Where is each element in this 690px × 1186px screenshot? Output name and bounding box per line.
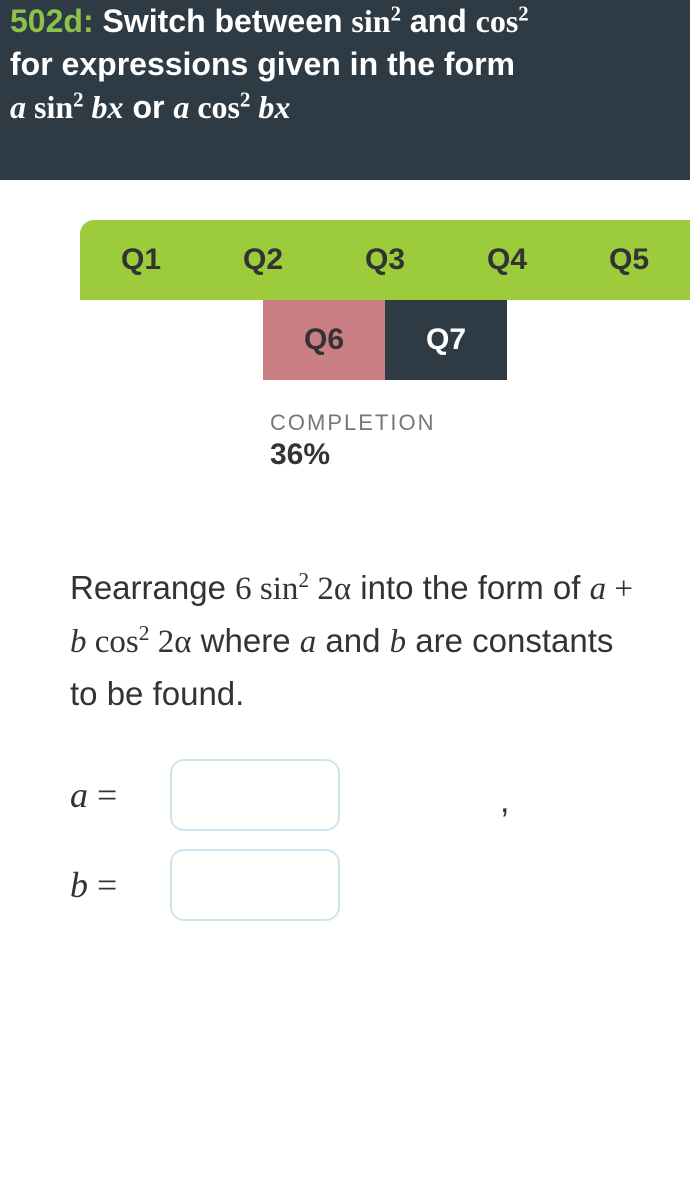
tab-q5[interactable]: Q5 <box>568 220 690 300</box>
completion-label: COMPLETION <box>270 410 690 436</box>
answer-a-label: a = <box>70 774 170 816</box>
completion-value: 36% <box>270 438 690 472</box>
question-card: Rearrange 6 sin2 2α into the form of a +… <box>40 542 670 959</box>
lesson-title: 502d: Switch between sin2 and cos2 for e… <box>10 0 680 130</box>
comma: , <box>500 782 509 831</box>
lesson-code: 502d: <box>10 3 94 39</box>
tabs-row-2: Q6 Q7 <box>80 300 690 380</box>
completion-block: COMPLETION 36% <box>0 380 690 472</box>
question-text: Rearrange 6 sin2 2α into the form of a +… <box>70 562 640 719</box>
answer-b-input[interactable] <box>170 849 340 921</box>
lesson-header: 502d: Switch between sin2 and cos2 for e… <box>0 0 690 180</box>
tab-q3[interactable]: Q3 <box>324 220 446 300</box>
answer-b-label: b = <box>70 864 170 906</box>
answer-row-b: b = <box>70 849 640 921</box>
tab-q6[interactable]: Q6 <box>263 300 385 380</box>
tab-q4[interactable]: Q4 <box>446 220 568 300</box>
answer-a-input[interactable] <box>170 759 340 831</box>
tabs-row-1: Q1 Q2 Q3 Q4 Q5 <box>80 220 690 300</box>
answers-block: a = , b = <box>70 759 640 921</box>
answer-row-a: a = , <box>70 759 640 831</box>
tab-q2[interactable]: Q2 <box>202 220 324 300</box>
tab-q7[interactable]: Q7 <box>385 300 507 380</box>
question-tabs: Q1 Q2 Q3 Q4 Q5 Q6 Q7 <box>0 180 690 380</box>
tab-q1[interactable]: Q1 <box>80 220 202 300</box>
